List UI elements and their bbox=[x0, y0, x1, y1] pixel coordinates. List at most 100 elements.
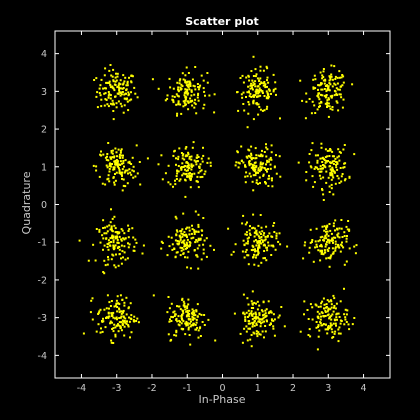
scatter-point bbox=[184, 168, 186, 171]
scatter-point bbox=[258, 318, 261, 321]
scatter-point bbox=[115, 299, 118, 302]
scatter-point bbox=[157, 163, 160, 166]
scatter-point bbox=[206, 161, 209, 164]
scatter-point bbox=[272, 224, 275, 227]
scatter-point bbox=[123, 238, 126, 241]
scatter-point bbox=[267, 241, 270, 244]
scatter-point bbox=[331, 160, 334, 163]
scatter-point bbox=[330, 314, 333, 317]
scatter-point bbox=[309, 241, 312, 244]
scatter-point bbox=[172, 87, 175, 90]
scatter-point bbox=[199, 170, 202, 173]
scatter-point bbox=[312, 185, 315, 188]
scatter-point bbox=[320, 315, 322, 318]
scatter-point bbox=[120, 329, 123, 332]
scatter-point bbox=[325, 181, 328, 184]
scatter-point bbox=[337, 88, 340, 91]
scatter-point bbox=[202, 248, 205, 251]
scatter-point bbox=[342, 166, 345, 169]
scatter-point bbox=[266, 320, 268, 323]
scatter-point bbox=[118, 307, 120, 310]
scatter-point bbox=[117, 167, 120, 170]
scatter-point bbox=[184, 79, 187, 82]
scatter-point bbox=[252, 84, 255, 87]
scatter-point bbox=[166, 97, 169, 100]
scatter-point bbox=[331, 331, 334, 334]
scatter-point bbox=[337, 155, 340, 158]
scatter-point bbox=[256, 77, 259, 80]
scatter-point bbox=[342, 148, 345, 151]
scatter-point bbox=[189, 179, 192, 181]
scatter-point bbox=[172, 311, 175, 314]
scatter-point bbox=[322, 297, 325, 300]
scatter-point bbox=[120, 312, 123, 315]
scatter-point bbox=[257, 182, 259, 185]
scatter-point bbox=[99, 84, 102, 87]
scatter-point bbox=[244, 250, 247, 253]
scatter-point bbox=[327, 234, 330, 237]
scatter-point bbox=[258, 312, 261, 315]
scatter-point bbox=[333, 94, 336, 97]
scatter-point bbox=[249, 92, 252, 95]
scatter-point bbox=[95, 77, 98, 80]
scatter-point bbox=[102, 227, 105, 229]
scatter-point bbox=[338, 76, 341, 79]
scatter-point bbox=[174, 239, 177, 242]
scatter-point bbox=[112, 68, 115, 71]
scatter-point bbox=[340, 96, 343, 99]
scatter-point bbox=[315, 304, 318, 307]
scatter-point bbox=[188, 226, 191, 229]
scatter-point bbox=[266, 148, 269, 151]
scatter-point bbox=[328, 223, 331, 225]
scatter-point bbox=[182, 312, 185, 315]
scatter-point bbox=[337, 232, 340, 235]
scatter-point bbox=[179, 320, 182, 323]
scatter-point bbox=[336, 76, 339, 79]
scatter-point bbox=[258, 170, 261, 173]
scatter-point bbox=[208, 94, 211, 97]
scatter-point bbox=[266, 79, 268, 82]
scatter-point bbox=[242, 161, 245, 164]
scatter-point bbox=[335, 92, 338, 95]
scatter-point bbox=[333, 305, 336, 307]
scatter-point bbox=[318, 170, 321, 173]
scatter-point bbox=[330, 300, 333, 303]
scatter-point bbox=[190, 158, 193, 161]
x-tick-label: 4 bbox=[361, 383, 367, 394]
scatter-point bbox=[263, 232, 266, 235]
scatter-point bbox=[318, 92, 321, 95]
scatter-point bbox=[186, 90, 189, 93]
scatter-point bbox=[198, 165, 200, 168]
scatter-point bbox=[236, 91, 238, 94]
scatter-point bbox=[120, 257, 122, 260]
scatter-point bbox=[112, 241, 115, 244]
scatter-point bbox=[122, 256, 124, 259]
scatter-point bbox=[197, 94, 199, 96]
scatter-point bbox=[193, 106, 196, 109]
scatter-point bbox=[181, 162, 184, 165]
scatter-point bbox=[320, 170, 323, 173]
scatter-point bbox=[113, 103, 115, 106]
scatter-point bbox=[262, 69, 265, 72]
scatter-point bbox=[196, 180, 199, 183]
scatter-point bbox=[112, 235, 115, 238]
scatter-point bbox=[187, 92, 190, 95]
scatter-point bbox=[108, 301, 111, 304]
scatter-point bbox=[245, 330, 248, 333]
scatter-point bbox=[264, 84, 266, 87]
scatter-point bbox=[259, 77, 262, 80]
scatter-point bbox=[265, 155, 268, 158]
scatter-point bbox=[269, 156, 272, 159]
scatter-point bbox=[257, 240, 260, 243]
scatter-point bbox=[331, 94, 334, 97]
scatter-point bbox=[123, 245, 126, 248]
scatter-point bbox=[185, 227, 188, 230]
scatter-point bbox=[328, 265, 331, 268]
scatter-point bbox=[186, 226, 189, 229]
scatter-point bbox=[113, 181, 116, 184]
scatter-point bbox=[177, 103, 180, 106]
scatter-point bbox=[184, 147, 187, 150]
scatter-point bbox=[332, 222, 335, 225]
scatter-point bbox=[254, 68, 257, 71]
scatter-point bbox=[264, 325, 267, 327]
